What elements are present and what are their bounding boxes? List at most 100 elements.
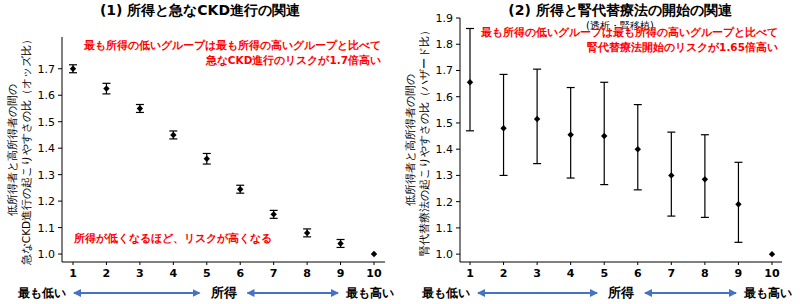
y-tick-label: 1.0	[38, 248, 56, 261]
point	[735, 201, 741, 207]
y-tick	[456, 149, 460, 150]
error-bar	[466, 28, 474, 130]
x-tick	[240, 262, 241, 265]
point	[103, 85, 109, 91]
y-tick-label: 1.2	[436, 196, 454, 209]
point	[467, 79, 473, 85]
error-bar-cap	[203, 153, 211, 154]
y-tick-label: 1.1	[436, 222, 454, 235]
y-tick	[456, 227, 460, 228]
error-bar	[303, 229, 311, 237]
y-tick-label: 1.7	[436, 64, 454, 77]
title: (2) 所得と腎代替療法の開始の関連	[508, 2, 732, 18]
x-tick-label: 10	[764, 267, 780, 280]
x-end-label: 最も低い	[421, 286, 470, 300]
error-bar-cap	[500, 74, 508, 75]
x-end-label: 最も高い	[743, 286, 792, 300]
error-bar-cap	[533, 163, 541, 164]
x-tick	[173, 262, 174, 265]
error-bar-cap	[567, 177, 575, 178]
error-bar-cap	[466, 28, 474, 29]
error-bar-cap	[466, 130, 474, 131]
error-bar	[236, 185, 244, 193]
y-tick	[456, 96, 460, 97]
x-tick-label: 8	[701, 267, 709, 280]
error-bar	[169, 131, 177, 139]
x-tick	[537, 262, 538, 265]
y-tick-label: 1.8	[436, 38, 454, 51]
y-tick-label: 1.4	[38, 142, 56, 155]
error-bar-cap	[136, 104, 144, 105]
y-tick	[456, 44, 460, 45]
x-axis-label: 所得	[607, 285, 634, 300]
error-bar	[567, 88, 575, 179]
error-bar-cap	[203, 163, 211, 164]
error-bar	[600, 82, 608, 184]
y-axis-label: 腎代替療法の起こりやすさの比（ハザード比）	[418, 25, 431, 256]
annotation: 最も所得の低いグループは最も所得の高いグループと比べて	[480, 26, 778, 38]
y-tick	[58, 254, 62, 255]
y-tick	[58, 201, 62, 202]
x-tick	[273, 262, 274, 265]
annotation: 腎代替療法開始のリスクが1.65倍高い	[587, 41, 778, 53]
error-bar-cap	[500, 175, 508, 176]
error-bar	[667, 132, 675, 216]
error-bar-cap	[236, 193, 244, 194]
error-bar-cap	[667, 215, 675, 216]
x-axis-line	[460, 262, 782, 263]
y-tick-label: 1.6	[38, 89, 56, 102]
y-tick	[58, 121, 62, 122]
x-tick	[704, 262, 705, 265]
y-tick-label: 1.3	[38, 169, 56, 182]
x-tick	[637, 262, 638, 265]
y-axis-line	[62, 37, 63, 262]
error-bar-cap	[567, 87, 575, 88]
point	[668, 172, 674, 178]
point	[204, 156, 210, 162]
error-bar	[102, 83, 110, 94]
x-tick-label: 9	[337, 267, 345, 280]
annotation: 急なCKD進行のリスクが1.7倍高い	[205, 54, 381, 67]
error-bar	[533, 69, 541, 163]
error-bar-cap	[634, 104, 642, 105]
point	[270, 211, 276, 217]
x-end-label: 最も低い	[17, 286, 66, 300]
error-bar-cap	[169, 130, 177, 131]
error-bar-cap	[337, 239, 345, 240]
error-bar-cap	[337, 247, 345, 248]
error-bar-cap	[236, 185, 244, 186]
y-axis-label: 低所得者と高所得者の間の	[6, 84, 18, 216]
error-bar-cap	[136, 112, 144, 113]
error-bar-stem	[704, 135, 705, 218]
error-bar-cap	[303, 236, 311, 237]
x-tick	[340, 262, 341, 265]
x-tick-label: 8	[303, 267, 311, 280]
point	[371, 251, 377, 257]
x-tick	[503, 262, 504, 265]
error-bar-cap	[102, 93, 110, 94]
point	[601, 133, 607, 139]
y-tick-label: 1.0	[436, 248, 454, 261]
y-tick-label: 1.5	[38, 116, 56, 129]
y-tick-label: 1.9	[436, 12, 454, 25]
figure: (1) 所得と急なCKD進行の関連低所得者と高所得者の間の急なCKD進行の起こり…	[0, 0, 800, 304]
x-arrow	[645, 292, 736, 294]
x-tick-label: 1	[69, 267, 77, 280]
y-tick-label: 1.4	[436, 143, 454, 156]
x-tick-label: 7	[668, 267, 676, 280]
x-tick	[73, 262, 74, 265]
point	[170, 132, 176, 138]
x-tick-label: 6	[236, 267, 244, 280]
y-tick	[456, 122, 460, 123]
x-tick	[604, 262, 605, 265]
x-tick-label: 4	[170, 267, 178, 280]
x-tick	[671, 262, 672, 265]
x-tick	[106, 262, 107, 265]
y-tick	[58, 227, 62, 228]
y-tick	[456, 201, 460, 202]
error-bar-cap	[270, 218, 278, 219]
plot-area	[466, 28, 775, 257]
x-tick-label: 2	[500, 267, 508, 280]
y-axis-label: 低所得者と高所得者の間の	[404, 74, 416, 206]
x-tick	[139, 262, 140, 265]
